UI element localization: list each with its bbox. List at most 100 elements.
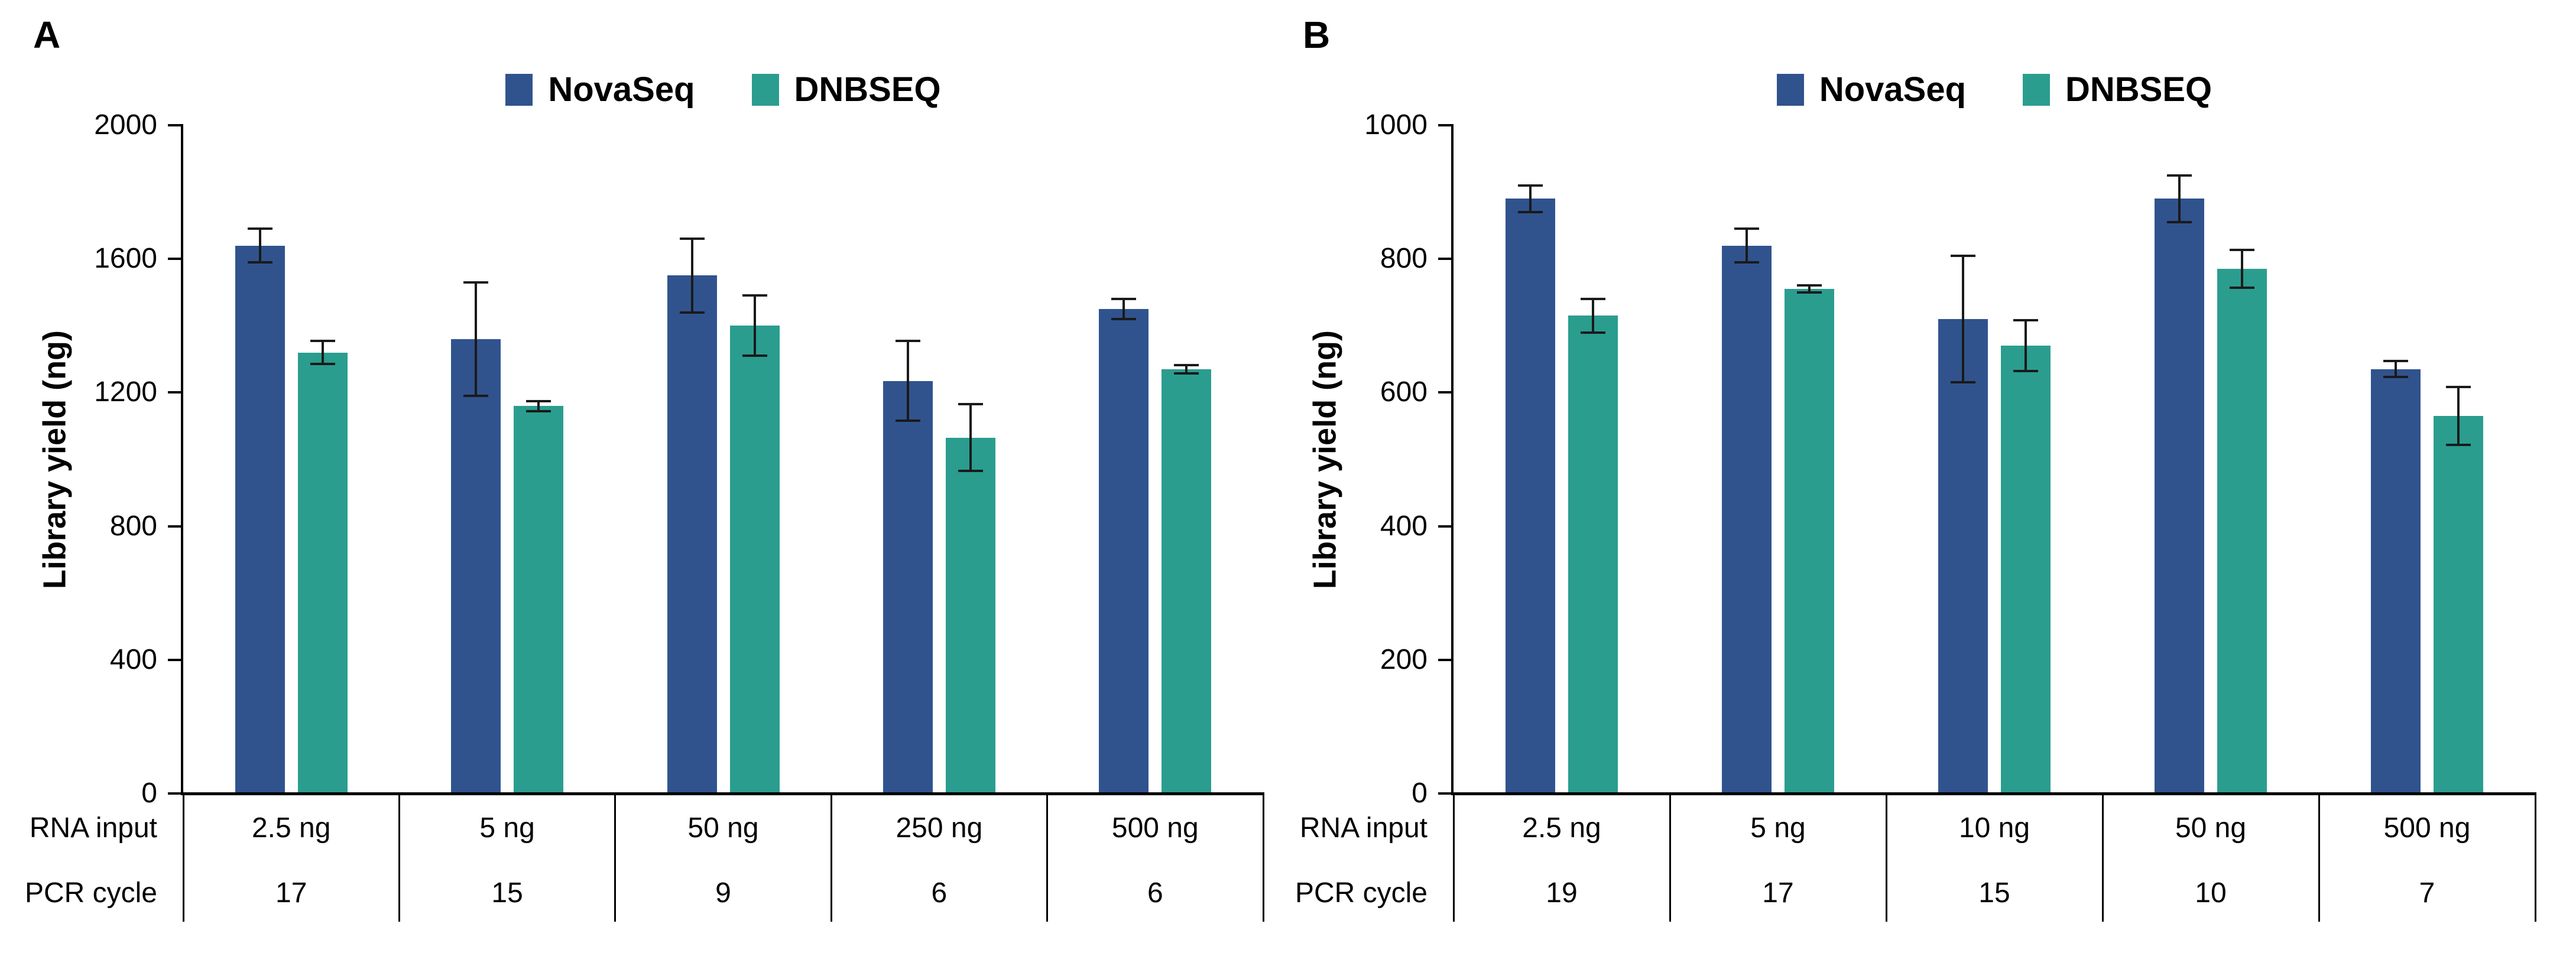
legend: NovaSeq DNBSEQ — [183, 69, 1263, 111]
panel-label: A — [33, 14, 61, 56]
bar-novaseq — [235, 245, 285, 793]
table-divider — [398, 793, 400, 922]
table-divider — [2101, 793, 2104, 922]
table-divider — [182, 793, 184, 922]
bar-dnbseq — [1568, 316, 1618, 793]
error-bar-cap-top — [247, 227, 272, 230]
error-bar-whisker — [2178, 175, 2181, 222]
y-tick-label: 1600 — [94, 243, 157, 275]
table-divider — [2318, 793, 2320, 922]
error-bar-cap-top — [2383, 360, 2408, 363]
error-bar-cap-bottom — [1734, 261, 1759, 264]
error-bar-cap-bottom — [1111, 317, 1137, 320]
error-bar-whisker — [2457, 387, 2460, 445]
legend-label: DNBSEQ — [794, 70, 941, 109]
bar-dnbseq — [2001, 346, 2051, 793]
y-axis-title: Library yield (ng) — [1307, 330, 1342, 589]
error-bar-whisker — [2025, 320, 2027, 372]
pcr-cycle-cell: 15 — [1978, 877, 2010, 909]
error-bar-whisker — [906, 340, 909, 421]
bar-dnbseq — [2434, 415, 2483, 793]
x-axis-line — [181, 792, 1264, 795]
y-tick — [168, 658, 183, 661]
legend-item-dnbseq: DNBSEQ — [2023, 71, 2212, 109]
error-bar-cap-bottom — [958, 470, 983, 473]
row-label-pcr-cycle: PCR cycle — [24, 877, 157, 909]
bar-dnbseq — [729, 326, 780, 793]
rna-input-cell: 50 ng — [2175, 812, 2247, 844]
error-bar-cap-top — [679, 238, 705, 240]
y-tick-label: 1200 — [94, 376, 157, 408]
bar-novaseq — [451, 339, 501, 793]
y-tick — [1438, 258, 1454, 261]
error-bar-cap-top — [2167, 174, 2192, 177]
y-tick-label: 800 — [109, 510, 157, 542]
pcr-cycle-cell: 10 — [2195, 877, 2227, 909]
error-bar-cap-top — [2230, 249, 2254, 252]
rna-input-cell: 2.5 ng — [1522, 812, 1601, 844]
error-bar-cap-top — [1111, 298, 1137, 301]
bar-dnbseq — [514, 406, 564, 793]
error-bar-cap-top — [2446, 386, 2471, 389]
rna-input-cell: 2.5 ng — [251, 812, 331, 844]
y-tick-label: 400 — [1380, 510, 1427, 542]
error-bar-cap-top — [2013, 319, 2038, 322]
y-axis-line — [181, 124, 183, 795]
error-bar-cap-top — [463, 281, 489, 284]
rna-input-cell: 50 ng — [687, 812, 759, 844]
bar-novaseq — [1938, 318, 1988, 793]
rna-input-cell: 10 ng — [1958, 812, 2030, 844]
y-tick-label: 0 — [141, 778, 157, 809]
y-tick — [1438, 124, 1454, 126]
error-bar-cap-bottom — [2013, 370, 2038, 373]
legend-swatch-novaseq — [1776, 74, 1804, 106]
y-axis-title: Library yield (ng) — [37, 330, 72, 589]
error-bar-whisker — [258, 229, 261, 262]
table-divider — [830, 793, 832, 922]
y-tick — [1438, 658, 1454, 661]
error-bar-whisker — [475, 282, 478, 396]
panel-label: B — [1303, 14, 1331, 56]
pcr-cycle-cell: 7 — [2419, 877, 2435, 909]
error-bar-cap-top — [1951, 254, 1975, 257]
error-bar-cap-bottom — [1797, 291, 1822, 294]
legend-item-novaseq: NovaSeq — [1776, 71, 1966, 109]
pcr-cycle-cell: 15 — [491, 877, 523, 909]
y-tick — [168, 124, 183, 126]
y-tick — [168, 792, 183, 795]
bar-dnbseq — [1162, 369, 1212, 793]
error-bar-cap-bottom — [310, 363, 335, 366]
error-bar-cap-top — [1797, 284, 1822, 287]
error-bar-cap-bottom — [2230, 286, 2254, 289]
error-bar-cap-top — [1174, 364, 1199, 367]
legend-item-novaseq: NovaSeq — [505, 71, 695, 109]
error-bar-cap-bottom — [2167, 220, 2192, 223]
pcr-cycle-cell: 6 — [1147, 877, 1163, 909]
error-bar-cap-bottom — [742, 354, 767, 357]
error-bar-cap-top — [958, 403, 983, 406]
error-bar-whisker — [1592, 299, 1594, 333]
bar-novaseq — [667, 275, 717, 793]
chart-panel-b: B NovaSeq DNBSEQ Library yield (ng) 0 200 400 6… — [1288, 0, 2576, 953]
error-bar-cap-top — [742, 294, 767, 297]
error-bar-cap-top — [1734, 227, 1759, 230]
bar-novaseq — [883, 380, 933, 793]
error-bar-cap-bottom — [1518, 211, 1543, 214]
error-bar-whisker — [690, 239, 693, 313]
row-label-rna-input: RNA input — [29, 812, 157, 844]
error-bar-cap-bottom — [1951, 381, 1975, 384]
bar-dnbseq — [297, 352, 348, 793]
error-bar-cap-bottom — [1174, 372, 1199, 375]
error-bar-cap-bottom — [247, 261, 272, 264]
error-bar-cap-bottom — [463, 395, 489, 398]
table-divider — [1669, 793, 1671, 922]
error-bar-cap-bottom — [2446, 443, 2471, 446]
table-divider — [1262, 793, 1264, 922]
error-bar-whisker — [753, 295, 756, 356]
legend-swatch-dnbseq — [2023, 74, 2051, 106]
pcr-cycle-cell: 19 — [1546, 877, 1578, 909]
bar-novaseq — [2155, 199, 2204, 793]
y-tick-label: 200 — [1380, 643, 1427, 675]
table-divider — [1452, 793, 1455, 922]
